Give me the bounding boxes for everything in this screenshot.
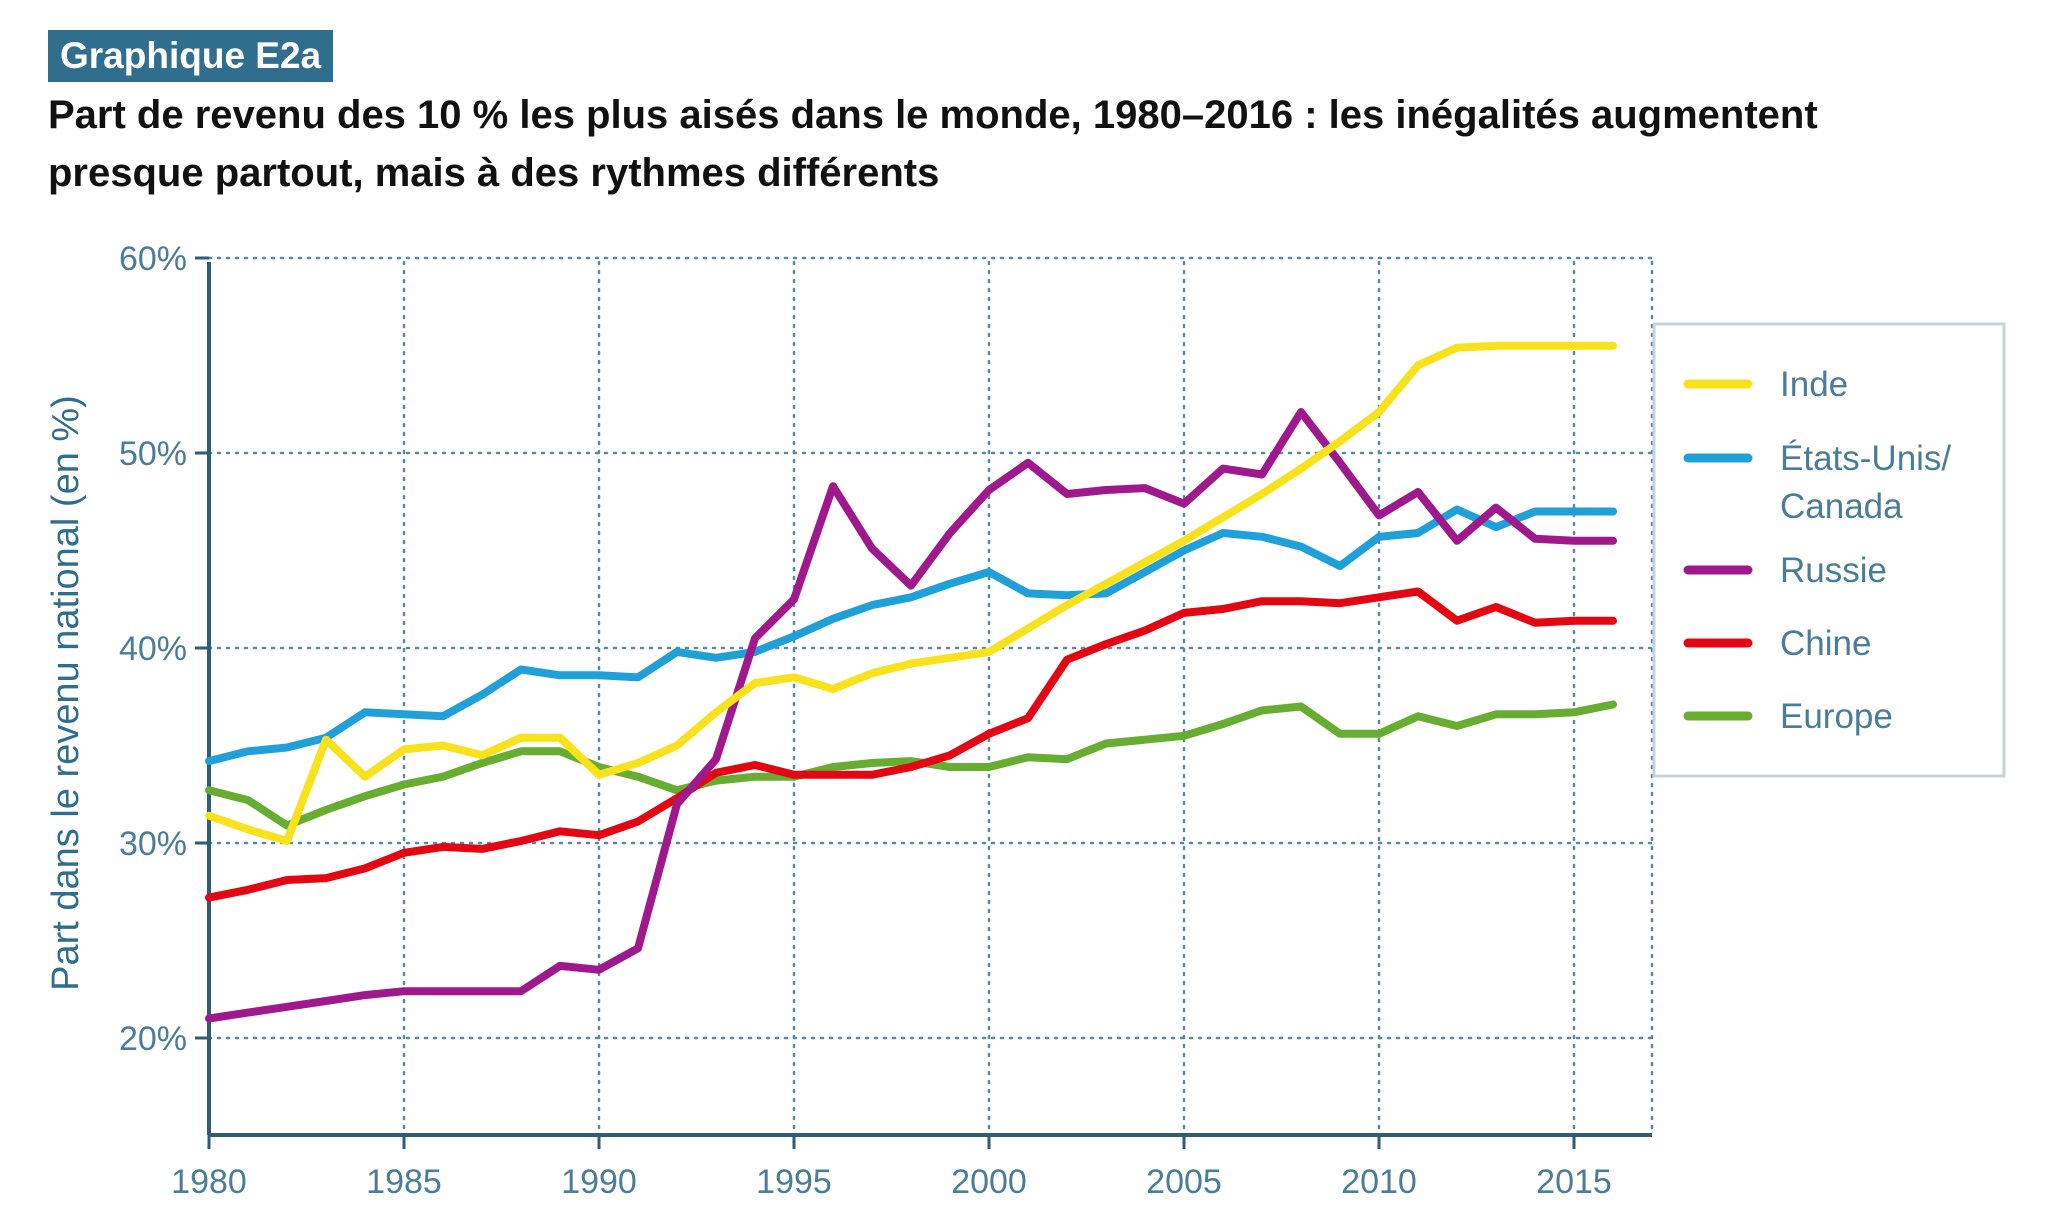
legend-label-line: États-Unis/ xyxy=(1780,439,1951,478)
chart-title-line-2: presque partout, mais à des rythmes diff… xyxy=(48,151,940,195)
tick-labels: 20% 30% 40% 50% 60% 1980 1985 1990 1995 2000 2005 2… xyxy=(119,240,1612,1201)
legend-label-line: Inde xyxy=(1780,365,1848,404)
x-tick-label: 2000 xyxy=(951,1163,1027,1201)
legend-label-line: Chine xyxy=(1780,624,1871,663)
legend-label: Inde xyxy=(1780,365,1848,404)
y-tick-label: 40% xyxy=(119,630,187,668)
chart-title: Part de revenu des 10 % les plus aisés d… xyxy=(48,86,1948,202)
series-line-chine xyxy=(205,587,1617,902)
x-tick-label: 1980 xyxy=(171,1163,247,1201)
y-tick-label: 50% xyxy=(119,435,187,473)
series-line--tats-unis-canada xyxy=(205,505,1617,766)
x-tick-label: 1995 xyxy=(756,1163,832,1201)
series-line-russie xyxy=(205,408,1617,1023)
legend: Inde États-Unis/Canada Russie Chine Europe xyxy=(1652,322,2006,778)
y-tick-label: 60% xyxy=(119,240,187,278)
x-tick-label: 1985 xyxy=(366,1163,442,1201)
y-axis-label: Part dans le revenu national (en %) xyxy=(45,395,87,991)
legend-box xyxy=(1652,322,2006,778)
series-line-inde xyxy=(205,341,1617,845)
legend-label: États-Unis/Canada xyxy=(1780,439,1951,526)
gridlines xyxy=(207,256,1654,1137)
series-line-europe xyxy=(205,700,1617,830)
legend-label-line: Russie xyxy=(1780,551,1887,590)
x-tick-label: 1990 xyxy=(561,1163,637,1201)
legend-label: Russie xyxy=(1780,551,1887,590)
chart-title-line-1: Part de revenu des 10 % les plus aisés d… xyxy=(48,93,1818,137)
axes xyxy=(195,256,1652,1149)
y-tick-label: 30% xyxy=(119,825,187,863)
x-tick-label: 2005 xyxy=(1146,1163,1222,1201)
legend-label: Chine xyxy=(1780,624,1871,663)
legend-label-line: Canada xyxy=(1780,487,1903,526)
series-lines xyxy=(205,341,1617,1023)
x-tick-label: 2015 xyxy=(1536,1163,1612,1201)
legend-label-line: Europe xyxy=(1780,697,1893,736)
legend-label: Europe xyxy=(1780,697,1893,736)
x-tick-label: 2010 xyxy=(1341,1163,1417,1201)
chart-badge: Graphique E2a xyxy=(48,30,334,82)
y-tick-label: 20% xyxy=(119,1020,187,1058)
